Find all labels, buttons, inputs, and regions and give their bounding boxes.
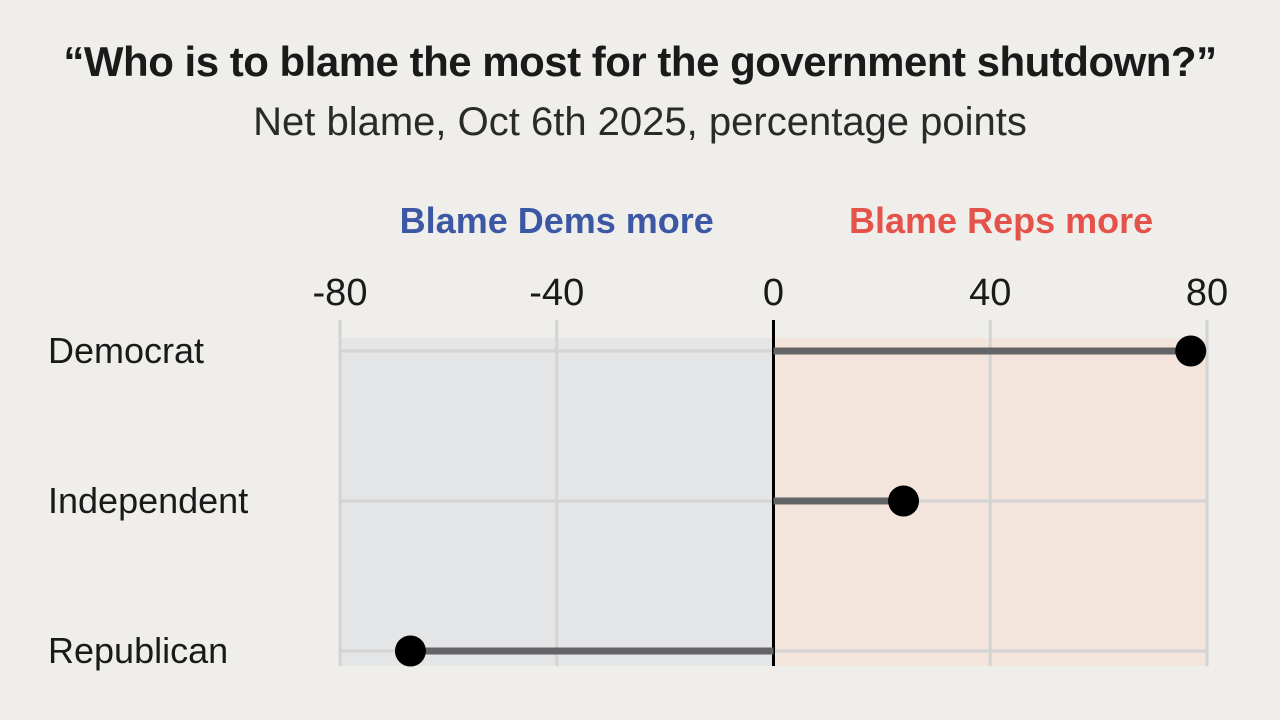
dot-democrat [1175, 335, 1207, 367]
category-label: Independent [48, 480, 248, 521]
chart-title: “Who is to blame the most for the govern… [63, 38, 1217, 85]
x-tick-label: 40 [969, 272, 1011, 314]
x-tick-label: 80 [1186, 272, 1228, 314]
region-label-reps: Blame Reps more [849, 200, 1153, 241]
category-label: Republican [48, 630, 228, 671]
chart-subtitle: Net blame, Oct 6th 2025, percentage poin… [253, 100, 1027, 144]
x-tick-label: 0 [763, 272, 784, 314]
region-label-dems: Blame Dems more [400, 200, 714, 241]
category-label: Democrat [48, 330, 204, 371]
dot-republican [394, 635, 426, 667]
x-tick-label: -80 [313, 272, 368, 314]
dot-independent [888, 485, 920, 517]
x-tick-label: -40 [529, 272, 584, 314]
